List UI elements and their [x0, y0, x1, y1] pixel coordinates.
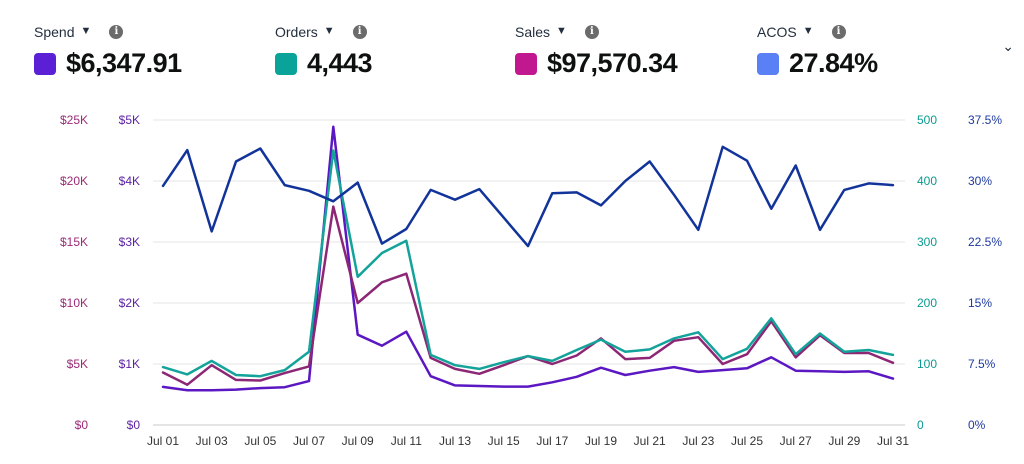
axis-tick-label-acos: 15%	[968, 296, 992, 310]
x-tick-label: Jul 29	[828, 434, 860, 448]
axis-tick-label-spend: $0	[127, 418, 141, 432]
metric-sales: Sales ▼ i $97,570.34	[515, 22, 678, 79]
chevron-down-icon[interactable]: ▼	[80, 25, 92, 37]
info-icon[interactable]: i	[831, 25, 846, 39]
axis-tick-label-sales: $25K	[60, 113, 88, 127]
chevron-down-icon[interactable]: ▼	[802, 25, 814, 37]
performance-chart: $0 $5K $10K $15K $20K $25K $0 $1K $2K $3K $4K $5K 0 1…	[60, 113, 1002, 448]
series-line-sales	[161, 205, 895, 386]
metric-acos-selector[interactable]: ACOS ▼ i	[757, 22, 878, 42]
metric-acos: ACOS ▼ i 27.84%	[757, 22, 878, 79]
chevron-down-icon[interactable]: ▼	[323, 25, 335, 37]
metric-sales-selector[interactable]: Sales ▼ i	[515, 22, 677, 42]
x-tick-label: Jul 15	[488, 434, 520, 448]
metric-orders-selector[interactable]: Orders ▼ i	[275, 22, 372, 42]
x-tick-label: Jul 23	[682, 434, 714, 448]
series-line-acos	[161, 145, 895, 248]
axis-tick-label-sales: $20K	[60, 174, 88, 188]
axis-tick-label-orders: 100	[917, 357, 937, 371]
metric-sales-label: Sales	[515, 24, 551, 40]
metric-orders-label: Orders	[275, 24, 318, 40]
axis-tick-label-spend: $1K	[119, 357, 140, 371]
metric-spend-label: Spend	[34, 24, 75, 40]
x-tick-label: Jul 17	[536, 434, 568, 448]
axis-tick-label-sales: $5K	[67, 357, 88, 371]
metric-spend-value: $6,347.91	[66, 48, 182, 78]
axis-tick-label-acos: 0%	[968, 418, 986, 432]
x-tick-label: Jul 05	[244, 434, 276, 448]
axis-tick-label-orders: 200	[917, 296, 937, 310]
series-line-spend	[161, 125, 895, 392]
info-icon[interactable]: i	[352, 25, 367, 39]
x-tick-label: Jul 31	[877, 434, 909, 448]
axis-tick-label-sales: $0	[75, 418, 89, 432]
axis-tick-label-acos: 30%	[968, 174, 992, 188]
x-tick-label: Jul 07	[293, 434, 325, 448]
spend-color-swatch	[34, 52, 56, 75]
axis-tick-label-sales: $15K	[60, 235, 88, 249]
x-tick-label: Jul 01	[147, 434, 179, 448]
axis-tick-label-spend: $5K	[119, 113, 140, 127]
axis-tick-label-acos: 7.5%	[968, 357, 996, 371]
metric-spend-selector[interactable]: Spend ▼ i	[34, 22, 182, 42]
x-tick-label: Jul 21	[634, 434, 666, 448]
sales-color-swatch	[515, 52, 537, 75]
metrics-bar: Spend ▼ i $6,347.91 Orders ▼ i 4,443 Sal…	[0, 0, 1024, 90]
axis-tick-label-orders: 400	[917, 174, 937, 188]
axis-tick-label-acos: 22.5%	[968, 235, 1002, 249]
x-tick-label: Jul 11	[391, 434, 422, 448]
series-line-orders	[161, 149, 895, 378]
axis-tick-label-sales: $10K	[60, 296, 88, 310]
metric-acos-label: ACOS	[757, 24, 797, 40]
x-tick-label: Jul 09	[342, 434, 374, 448]
axis-tick-label-orders: 500	[917, 113, 937, 127]
metric-orders: Orders ▼ i 4,443	[275, 22, 373, 79]
chevron-down-icon[interactable]: ▼	[556, 25, 567, 37]
axis-tick-label-orders: 300	[917, 235, 937, 249]
info-icon[interactable]: i	[584, 25, 599, 39]
axis-tick-label-spend: $4K	[119, 174, 140, 188]
collapse-chevron-down-icon[interactable]: ⌄	[1002, 38, 1014, 54]
metric-acos-value: 27.84%	[789, 48, 878, 78]
x-tick-label: Jul 19	[585, 434, 617, 448]
metric-sales-value: $97,570.34	[547, 48, 678, 78]
metric-orders-value: 4,443	[307, 48, 373, 78]
x-tick-label: Jul 13	[439, 434, 471, 448]
metric-spend: Spend ▼ i $6,347.91	[34, 22, 182, 79]
acos-color-swatch	[757, 52, 779, 75]
x-tick-label: Jul 03	[196, 434, 228, 448]
axis-tick-label-acos: 37.5%	[968, 113, 1002, 127]
axis-tick-label-spend: $2K	[119, 296, 140, 310]
axis-tick-label-orders: 0	[917, 418, 924, 432]
orders-color-swatch	[275, 52, 297, 75]
x-tick-label: Jul 27	[780, 434, 812, 448]
info-icon[interactable]: i	[109, 25, 124, 39]
x-tick-label: Jul 25	[731, 434, 763, 448]
axis-tick-label-spend: $3K	[119, 235, 140, 249]
